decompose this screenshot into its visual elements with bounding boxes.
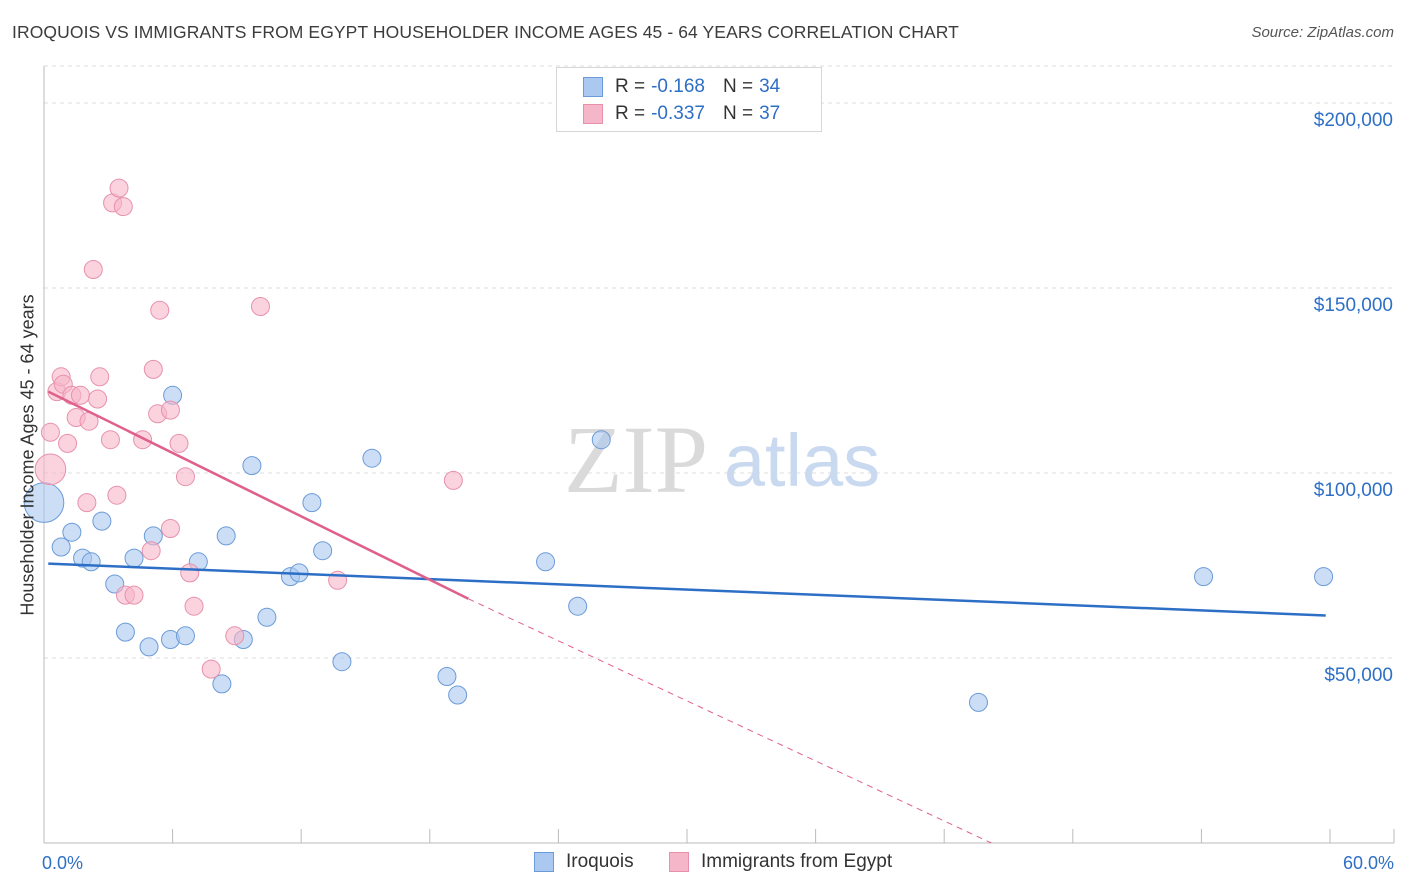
bottom-legend-iroquois: Iroquois — [534, 851, 634, 873]
egypt-point — [88, 389, 108, 409]
egypt-point — [150, 300, 170, 320]
iroquois-point — [448, 685, 468, 705]
iroquois-point — [437, 667, 457, 686]
bottom-legend-swatch-egypt — [669, 852, 689, 872]
iroquois-point — [92, 511, 112, 531]
y-tick-label: $150,000 — [1314, 295, 1393, 316]
bottom-legend-swatch-iroquois — [534, 852, 554, 872]
iroquois-trend-line — [48, 562, 1326, 617]
egypt-point — [141, 541, 161, 561]
legend-r-label: R = — [615, 76, 646, 97]
egypt-point — [201, 659, 221, 679]
egypt-point — [77, 493, 97, 513]
egypt-point — [58, 433, 78, 453]
y-tick-labels: $50,000 $100,000 $150,000 $200,000 — [1314, 110, 1393, 686]
watermark-atlas: atlas — [724, 419, 880, 502]
legend-r-label: R = — [615, 103, 646, 124]
legend-row-egypt: R = -0.337 N = 37 — [583, 101, 780, 127]
iroquois-point — [1314, 567, 1334, 587]
egypt-point — [160, 400, 180, 420]
legend-swatch-egypt — [583, 104, 603, 124]
iroquois-point — [302, 493, 322, 513]
iroquois-point — [81, 552, 101, 572]
x-axis-max-label: 60.0% — [1342, 853, 1394, 873]
egypt-point — [143, 359, 163, 379]
iroquois-point — [212, 674, 232, 694]
iroquois-point — [242, 456, 262, 476]
legend: R = -0.168 N = 34 R = -0.337 N = 37 — [556, 67, 822, 132]
egypt-point — [175, 467, 195, 487]
egypt-trend-extension — [468, 598, 992, 844]
legend-swatch-iroquois — [583, 77, 603, 97]
egypt-point — [124, 585, 144, 605]
egypt-point — [90, 367, 110, 387]
y-tick-label: $100,000 — [1314, 480, 1393, 501]
egypt-trend-line — [47, 390, 469, 600]
egypt-point — [133, 430, 153, 450]
chart-title: IROQUOIS VS IMMIGRANTS FROM EGYPT HOUSEH… — [12, 22, 959, 42]
y-axis-label: Householder Income Ages 45 - 64 years — [17, 294, 38, 616]
egypt-point — [40, 422, 60, 442]
iroquois-point — [568, 596, 588, 616]
iroquois-point — [362, 448, 382, 468]
iroquois-point — [124, 548, 144, 568]
iroquois-point — [257, 607, 277, 627]
iroquois-point — [591, 430, 611, 450]
egypt-point — [34, 453, 67, 486]
iroquois-point — [313, 541, 333, 561]
legend-r-value: -0.168 — [651, 76, 705, 97]
x-axis-min-label: 0.0% — [42, 853, 84, 873]
grid-lines — [44, 65, 1394, 659]
iroquois-point — [51, 537, 71, 557]
trend-lines — [47, 390, 1326, 844]
egypt-point — [160, 519, 180, 538]
bottom-legend-egypt: Immigrants from Egypt — [669, 851, 892, 873]
data-points — [23, 178, 1334, 712]
egypt-point — [113, 197, 133, 217]
egypt-point — [250, 297, 270, 316]
egypt-point — [70, 385, 90, 405]
egypt-point — [225, 626, 245, 646]
bottom-legend: Iroquois Immigrants from Egypt — [0, 851, 1406, 879]
bottom-legend-label-iroquois: Iroquois — [566, 851, 634, 872]
iroquois-point — [536, 552, 556, 572]
egypt-point — [184, 596, 204, 616]
iroquois-point — [332, 652, 352, 672]
watermark-zip: ZIP — [564, 406, 708, 513]
iroquois-point — [216, 526, 236, 546]
source-label: Source: ZipAtlas.com — [1251, 24, 1394, 41]
iroquois-point — [115, 622, 135, 642]
y-tick-label: $200,000 — [1314, 110, 1393, 131]
egypt-point — [443, 470, 463, 490]
legend-n-label: N = — [722, 103, 754, 124]
legend-r-value: -0.337 — [651, 103, 705, 124]
iroquois-point — [62, 522, 82, 542]
y-tick-label: $50,000 — [1324, 665, 1393, 686]
egypt-point — [180, 563, 200, 583]
axes — [43, 66, 1395, 844]
iroquois-point — [968, 692, 988, 712]
egypt-point — [169, 433, 189, 453]
legend-row-iroquois: R = -0.168 N = 34 — [583, 74, 780, 100]
egypt-point — [109, 178, 129, 198]
legend-n-value: 37 — [759, 103, 781, 124]
iroquois-point — [139, 637, 159, 657]
iroquois-point — [175, 626, 195, 646]
iroquois-point — [1194, 567, 1214, 587]
egypt-point — [107, 485, 127, 505]
watermark: ZIP atlas — [564, 406, 880, 513]
bottom-legend-label-egypt: Immigrants from Egypt — [701, 851, 893, 872]
legend-n-value: 34 — [759, 76, 781, 97]
legend-n-label: N = — [722, 76, 754, 97]
egypt-point — [100, 430, 120, 450]
egypt-point — [83, 260, 103, 279]
